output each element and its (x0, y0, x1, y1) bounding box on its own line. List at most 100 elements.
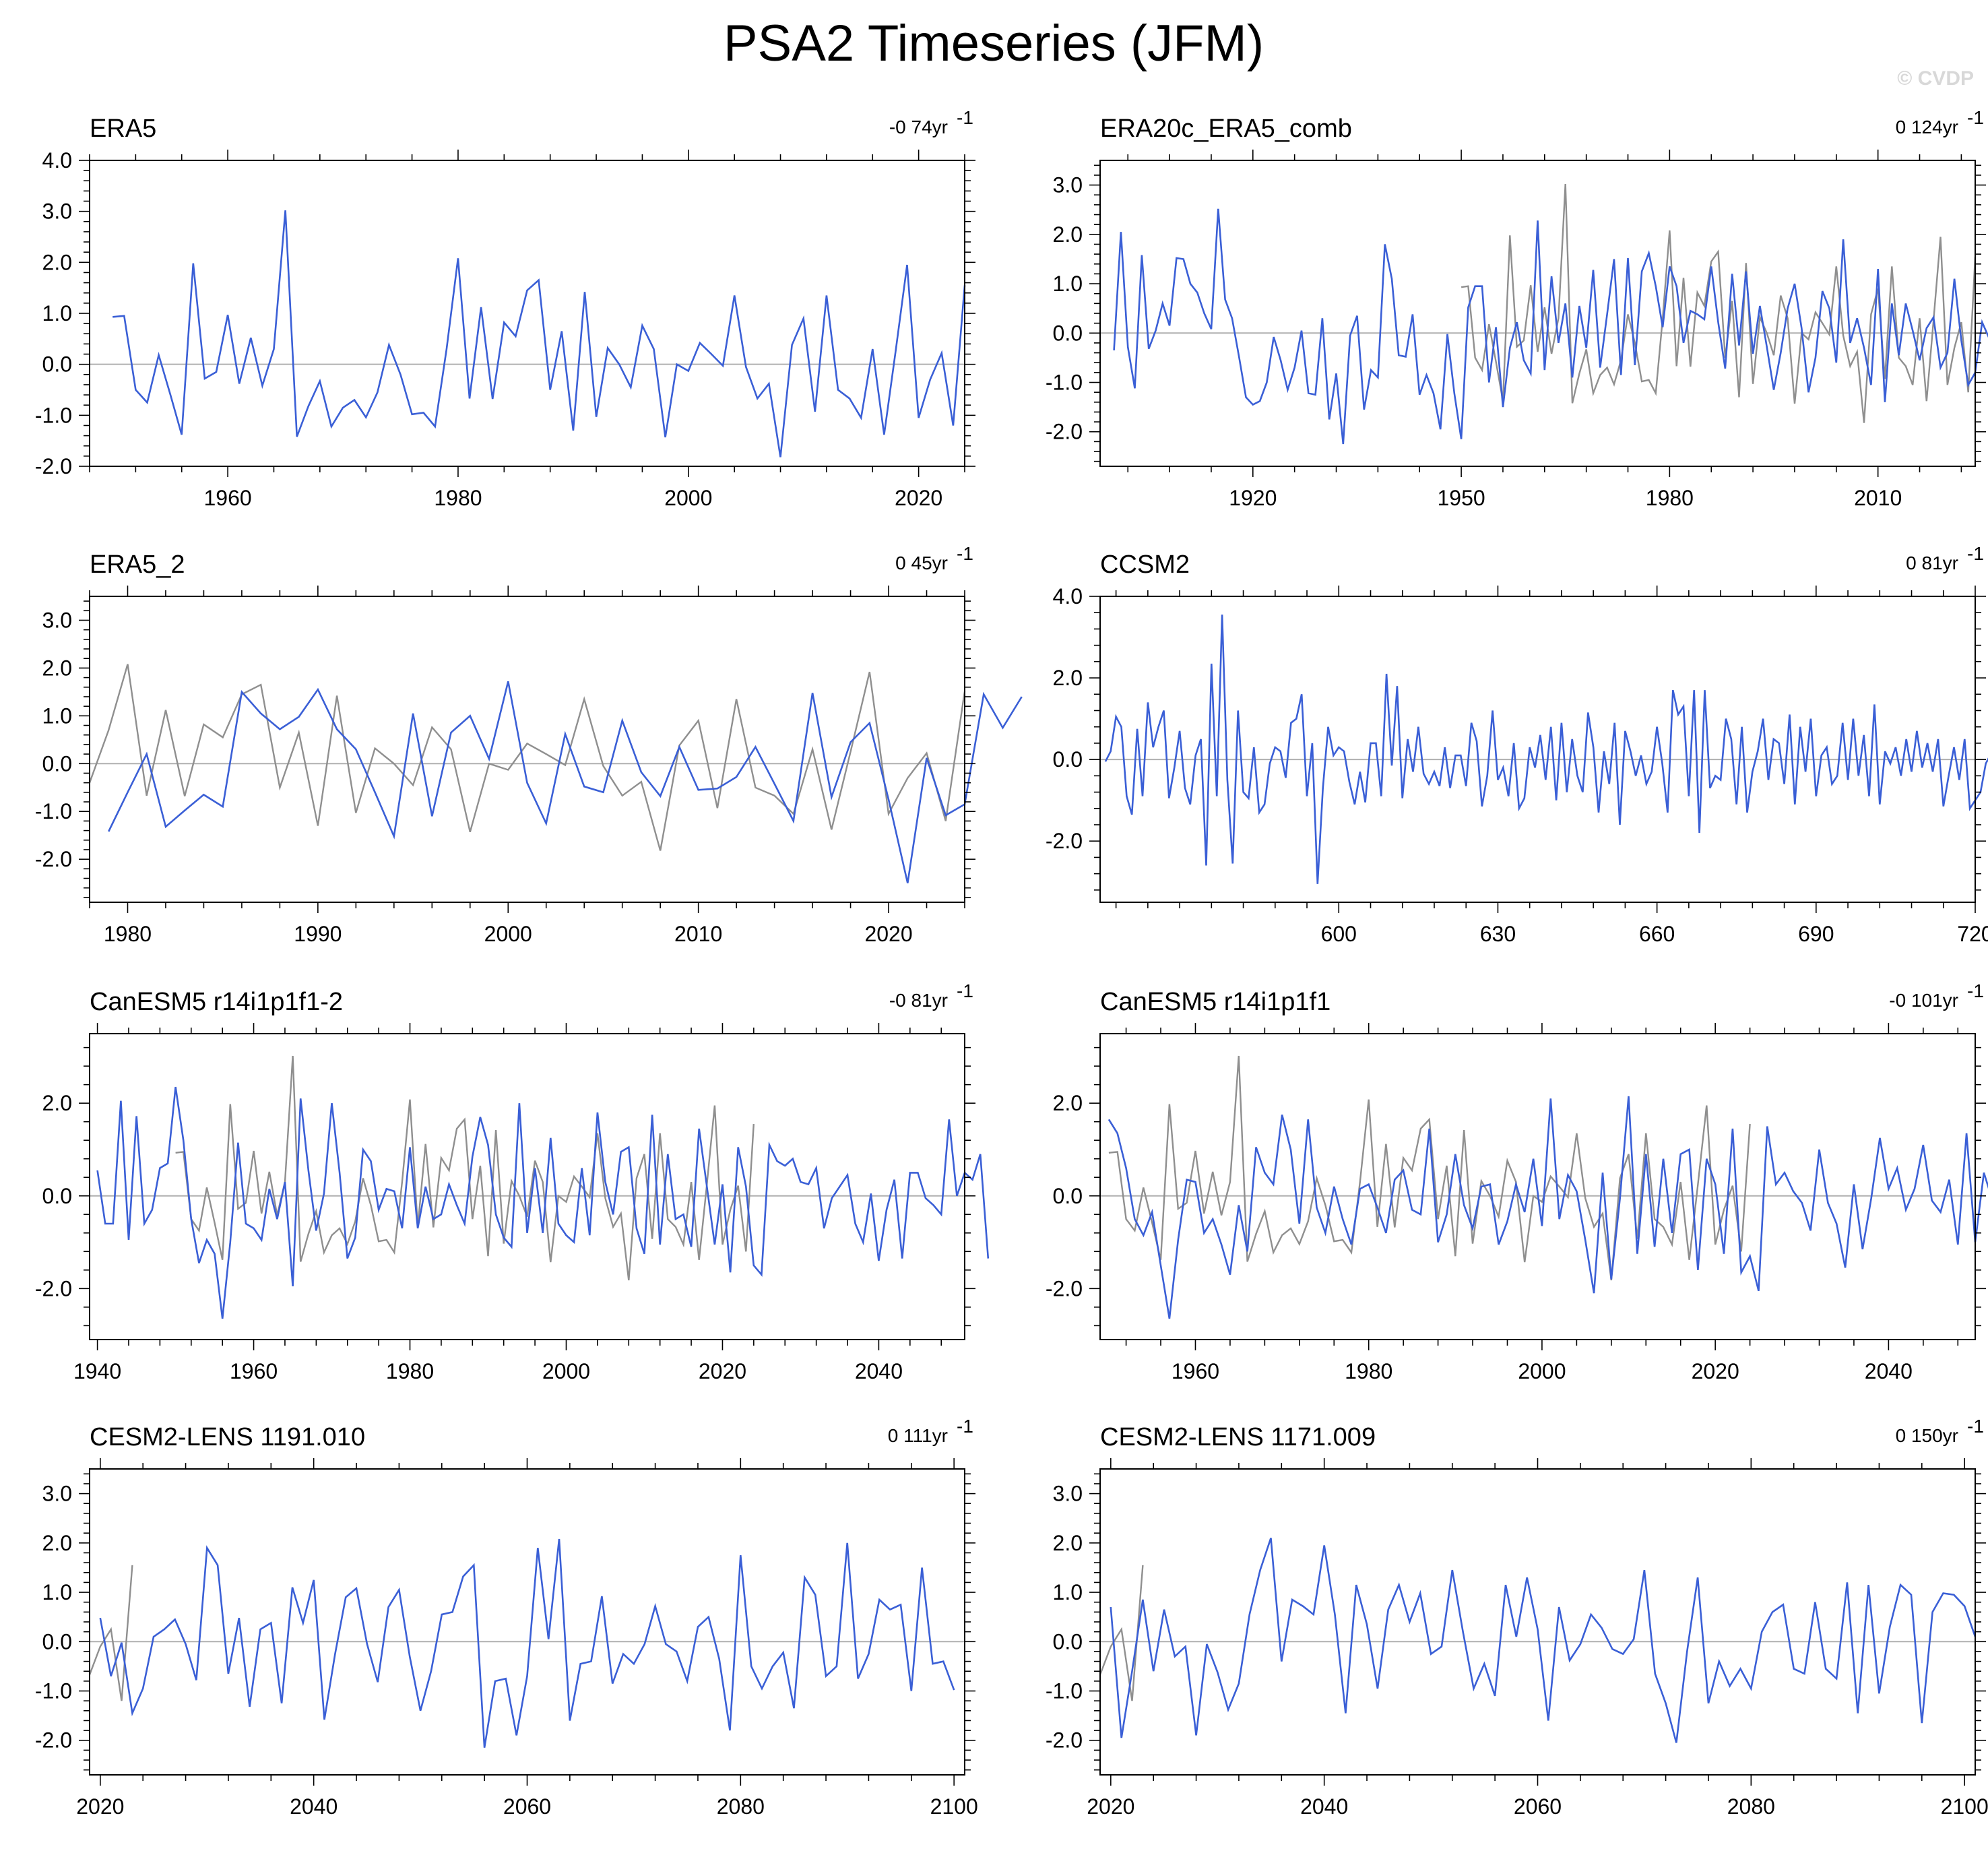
trend-label: -0 74yr (889, 117, 948, 137)
panel-title: CESM2-LENS 1171.009 (1100, 1423, 1376, 1451)
y-tick-label: 2.0 (1053, 666, 1083, 690)
y-tick-label: 2.0 (42, 1091, 72, 1115)
series-line-era5 (1108, 1055, 1751, 1281)
x-tick-label: 1940 (73, 1359, 121, 1383)
y-tick-label: 4.0 (1053, 584, 1083, 608)
y-tick-label: 0.0 (1053, 321, 1083, 345)
y-tick-label: -2.0 (35, 847, 72, 871)
x-tick-label: 1960 (230, 1359, 278, 1383)
y-tick-label: 2.0 (42, 1531, 72, 1555)
y-tick-label: -2.0 (1046, 1276, 1083, 1300)
y-tick-label: 0.0 (42, 352, 72, 377)
x-tick-label: 2020 (895, 486, 942, 510)
trend-exponent: -1 (957, 1416, 973, 1437)
panel-title: CCSM2 (1100, 551, 1190, 579)
panel-title: ERA20c_ERA5_comb (1100, 115, 1352, 143)
trend-label: 0 81yr (1906, 553, 1958, 573)
chart-panel-3: ERA5_2 0 45yr -1 -2.0 -1.0 0.0 1.0 2.0 3.0 1980 19… (35, 543, 1023, 946)
x-tick-label: 2000 (484, 922, 532, 946)
y-tick-label: -2.0 (1046, 420, 1083, 444)
chart-panel-5: CanESM5 r14i1p1f1-2 -0 81yr -1 -2.0 0.0 2.0 19… (35, 980, 990, 1383)
x-tick-label: 720 (1957, 922, 1988, 946)
y-tick-label: 3.0 (42, 1482, 72, 1506)
x-tick-label: 690 (1798, 922, 1834, 946)
trend-exponent: -1 (1967, 1416, 1984, 1437)
y-tick-label: 1.0 (42, 1580, 72, 1604)
x-tick-label: 1950 (1438, 486, 1485, 510)
plot-frame (1099, 1033, 1976, 1340)
x-tick-label: 2010 (1854, 486, 1902, 510)
series-line-era5 (88, 1565, 133, 1701)
trend-exponent: -1 (1967, 543, 1984, 564)
x-tick-label: 2100 (1941, 1794, 1988, 1819)
x-tick-label: 600 (1321, 922, 1357, 946)
series-line-era5 (113, 210, 966, 458)
x-tick-label: 2040 (1300, 1794, 1348, 1819)
panel-title: ERA5_2 (90, 551, 185, 579)
x-tick-label: 2020 (864, 922, 912, 946)
x-tick-label: 2060 (503, 1794, 551, 1819)
y-tick-label: 0.0 (42, 1184, 72, 1208)
series-line-era5 (1099, 1565, 1144, 1701)
y-tick-label: -1.0 (1046, 371, 1083, 395)
plot-frame (89, 596, 965, 903)
x-tick-label: 2000 (1518, 1359, 1566, 1383)
trend-label: 0 111yr (888, 1425, 948, 1446)
x-tick-label: 2000 (664, 486, 712, 510)
series-line-era5 (1461, 184, 1977, 423)
x-tick-label: 2020 (699, 1359, 746, 1383)
y-tick-label: 3.0 (42, 608, 72, 632)
x-tick-label: 2080 (717, 1794, 765, 1819)
y-tick-label: 0.0 (1053, 747, 1083, 772)
y-tick-label: -2.0 (35, 1728, 72, 1753)
y-tick-label: 2.0 (42, 656, 72, 680)
x-tick-label: 1980 (104, 922, 152, 946)
chart-panel-7: CESM2-LENS 1191.010 0 111yr -1 -2.0 -1.0 0.0 1… (35, 1416, 978, 1819)
x-tick-label: 2000 (542, 1359, 590, 1383)
x-tick-label: 2020 (1087, 1794, 1134, 1819)
x-tick-label: 1980 (1345, 1359, 1392, 1383)
x-tick-label: 1980 (386, 1359, 434, 1383)
x-tick-label: 1960 (204, 486, 252, 510)
y-tick-label: 2.0 (1053, 1091, 1083, 1115)
y-tick-label: -2.0 (1046, 1728, 1083, 1753)
y-tick-label: 0.0 (42, 751, 72, 776)
chart-panel-1: ERA5 -0 74yr -1 -2.0 -1.0 0.0 1.0 2.0 3.0 4.0 1960… (35, 107, 975, 510)
trend-exponent: -1 (957, 543, 973, 564)
series-line-era5-2 (108, 681, 1023, 883)
y-tick-label: 1.0 (1053, 1580, 1083, 1604)
x-tick-label: 660 (1639, 922, 1675, 946)
panel-title: ERA5 (90, 115, 156, 143)
series-line-cesm2-lens (99, 1538, 955, 1748)
x-tick-label: 2060 (1514, 1794, 1562, 1819)
y-tick-label: -1.0 (35, 403, 72, 427)
series-line-canesm5 (96, 1086, 990, 1319)
series-line-ccsm2 (1104, 615, 1988, 884)
y-tick-label: -1.0 (35, 799, 72, 823)
chart-panel-6: CanESM5 r14i1p1f1 -0 101yr -1 -2.0 0.0 2.0 196… (1046, 980, 1988, 1383)
trend-exponent: -1 (957, 107, 973, 128)
trend-exponent: -1 (1967, 107, 1984, 128)
y-tick-label: 2.0 (1053, 222, 1083, 247)
trend-exponent: -1 (957, 980, 973, 1001)
x-tick-label: 2040 (855, 1359, 903, 1383)
y-tick-label: -2.0 (1046, 829, 1083, 853)
x-tick-label: 2100 (930, 1794, 978, 1819)
x-tick-label: 2010 (674, 922, 722, 946)
y-tick-label: 1.0 (42, 703, 72, 728)
x-tick-label: 2020 (76, 1794, 124, 1819)
trend-label: 0 124yr (1896, 117, 1958, 137)
series-line-era5 (88, 664, 966, 851)
x-tick-label: 2080 (1727, 1794, 1775, 1819)
x-tick-label: 630 (1480, 922, 1516, 946)
panel-title: CanESM5 r14i1p1f1 (1100, 988, 1330, 1016)
x-tick-label: 1920 (1229, 486, 1277, 510)
y-tick-label: 0.0 (1053, 1629, 1083, 1654)
y-tick-label: -2.0 (35, 1276, 72, 1300)
chart-panel-2: ERA20c_ERA5_comb 0 124yr -1 -2.0 -1.0 0.0 1.0 2… (1046, 107, 1988, 510)
y-tick-label: 0.0 (42, 1629, 72, 1654)
y-tick-label: 3.0 (42, 199, 72, 224)
y-tick-label: 2.0 (42, 250, 72, 274)
